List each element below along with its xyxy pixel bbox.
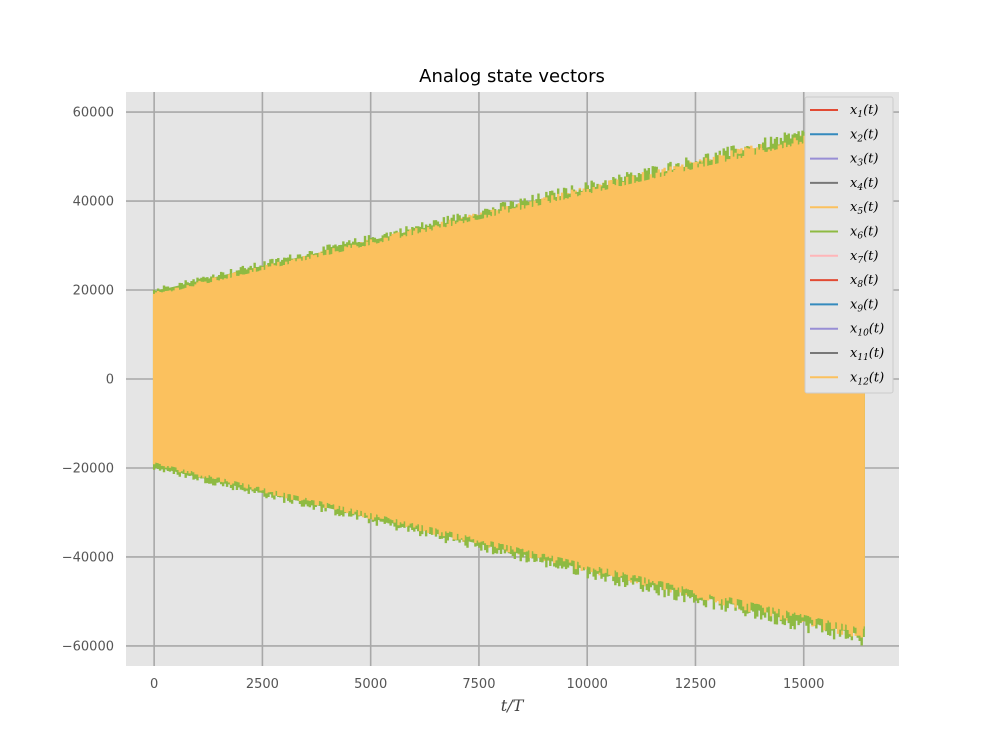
x-tick-label: 12500: [675, 677, 716, 692]
legend-entry: x11(t): [850, 346, 884, 363]
x-tick-label: 7500: [462, 677, 495, 692]
legend-entry: x7(t): [850, 249, 878, 266]
legend-entry: x2(t): [850, 127, 878, 144]
series-x-12-t-: [152, 120, 865, 638]
y-tick-label: −20000: [62, 461, 114, 476]
y-tick-label: −40000: [62, 550, 114, 565]
legend-box: [804, 96, 894, 394]
legend-entry: x4(t): [850, 176, 878, 193]
legend-entry: x12(t): [850, 370, 884, 387]
legend-entry: x3(t): [850, 152, 878, 169]
x-tick-label: 2500: [246, 677, 279, 692]
x-axis-label: t/T: [501, 696, 525, 715]
legend-entry: x10(t): [850, 322, 884, 339]
x-tick-labels: 0 2500 5000 7500 10000 12500 15000: [150, 677, 824, 692]
legend-entry: x1(t): [850, 103, 878, 120]
legend-entry: x6(t): [850, 225, 878, 242]
legend: x1(t) x2(t) x3(t) x4(t) x5(t) x6(t) x7(t) x8(t)…: [804, 96, 894, 394]
y-tick-label: 40000: [73, 195, 114, 210]
series-fill: [154, 129, 864, 629]
x-tick-label: 15000: [783, 677, 824, 692]
x-tick-label: 0: [150, 677, 158, 692]
x-tick-label: 5000: [354, 677, 387, 692]
chart-title: Analog state vectors: [419, 66, 605, 87]
x-tick-label: 10000: [567, 677, 608, 692]
y-tick-label: 0: [106, 373, 114, 388]
y-tick-label: 20000: [73, 284, 114, 299]
y-tick-label: −60000: [62, 639, 114, 654]
legend-entry: x8(t): [850, 273, 878, 290]
y-tick-labels: −60000 −40000 −20000 0 20000 40000 60000: [62, 106, 114, 655]
legend-entry: x5(t): [850, 200, 878, 217]
legend-entry: x9(t): [850, 297, 878, 314]
series-layer: [152, 114, 865, 646]
y-tick-label: 60000: [73, 106, 114, 121]
